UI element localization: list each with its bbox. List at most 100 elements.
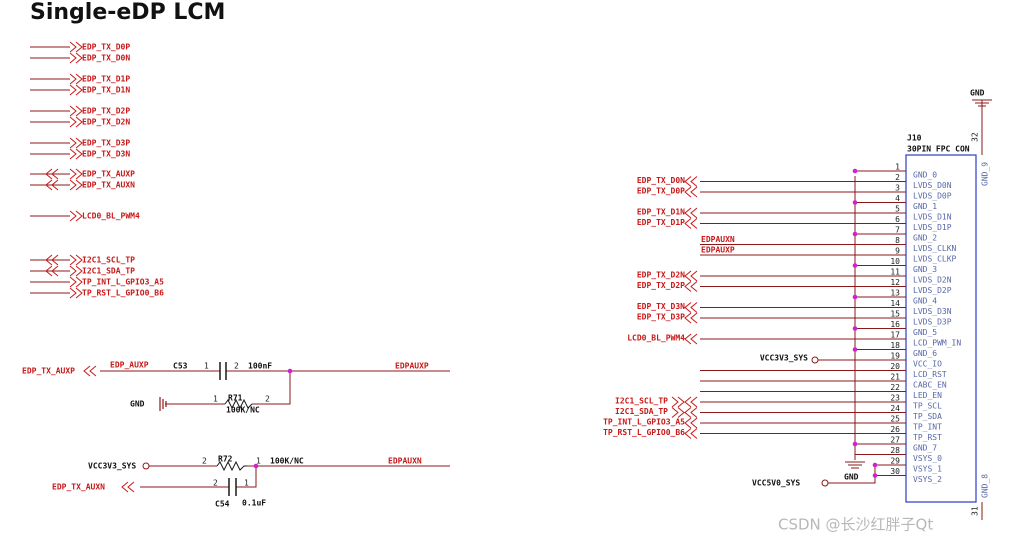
- pin-num: 12: [890, 278, 900, 287]
- pin-name: LVDS_D0P: [913, 192, 952, 201]
- pin-num: 2: [895, 173, 900, 182]
- pin-num: 1: [895, 163, 900, 172]
- capacitor: [228, 478, 237, 496]
- gnd-label: GND: [130, 400, 145, 409]
- net-label: TP_INT_L_GPIO3_A5: [82, 278, 164, 287]
- pin-num: 1: [204, 362, 209, 371]
- net-label: I2C1_SDA_TP: [82, 267, 135, 276]
- auxp-circuit: EDP_TX_AUXP EDP_AUXP C53 1 2 100nF EDPAU…: [22, 361, 450, 415]
- net-label: TP_INT_L_GPIO3_A5: [603, 418, 685, 427]
- pin-name: VCC_IO: [913, 360, 942, 369]
- pin-name: VSYS_1: [913, 465, 942, 474]
- pin-num: 24: [890, 404, 900, 413]
- ref: R71: [228, 394, 243, 403]
- junction: [852, 168, 858, 174]
- wire: [828, 476, 876, 484]
- arrow: [45, 179, 59, 191]
- pin-num: 29: [890, 457, 900, 466]
- pin-num: 20: [890, 362, 900, 371]
- pin-num: 14: [890, 299, 900, 308]
- arrow: [684, 176, 698, 187]
- pin-num: 7: [895, 226, 900, 235]
- pin-num: 22: [890, 383, 900, 392]
- power-port: [142, 462, 150, 470]
- wire: [100, 370, 450, 405]
- arrow: [69, 84, 83, 96]
- net-label: LCD0_BL_PWM4: [627, 334, 685, 343]
- net-label: TP_RST_L_GPIO0_B6: [82, 289, 164, 298]
- power-port: [821, 479, 829, 487]
- pin-name: GND_2: [913, 234, 937, 243]
- power-label: VCC5V0_SYS: [752, 479, 800, 488]
- pin-name: LVDS_D3N: [913, 307, 952, 316]
- pin-num: 25: [890, 415, 900, 424]
- net-label: EDP_TX_D2P: [82, 107, 130, 116]
- pin-num: 16: [890, 320, 900, 329]
- junction: [852, 263, 858, 268]
- pin-num: 2: [202, 457, 207, 466]
- arrow: [69, 276, 83, 288]
- pin-name: LVDS_CLKP: [913, 255, 957, 264]
- arrow: [684, 207, 698, 219]
- arrow: [684, 186, 698, 198]
- pin-name: GND_1: [913, 202, 937, 211]
- pin-num: 5: [895, 205, 900, 214]
- net-label: EDP_TX_D2N: [82, 118, 130, 127]
- value: 100K/NC: [270, 457, 304, 466]
- arrow: [69, 265, 83, 277]
- pin-name: CABC_EN: [913, 381, 947, 390]
- net-label: EDPAUXP: [395, 362, 429, 371]
- ground-symbol: [845, 461, 865, 469]
- net-label: I2C1_SCL_TP: [615, 397, 668, 406]
- ref: J10: [907, 134, 922, 143]
- arrow: [121, 481, 135, 493]
- net-label: EDP_TX_D1N: [82, 86, 130, 95]
- pin-name: GND_8: [981, 474, 990, 498]
- net-label: EDP_TX_AUXP: [82, 170, 135, 179]
- ref: C53: [173, 362, 188, 371]
- arrow: [684, 312, 698, 324]
- pin-num: 13: [890, 289, 900, 298]
- net-label: I2C1_SCL_TP: [82, 256, 135, 265]
- arrow: [69, 168, 83, 180]
- pin-num: 21: [890, 373, 900, 382]
- net-label: EDP_TX_D2N: [637, 271, 685, 280]
- junction: [253, 463, 259, 469]
- net-label: EDP_TX_D3N: [637, 302, 685, 311]
- junction: [852, 347, 858, 352]
- gnd-label: GND: [844, 473, 859, 482]
- pin-name: LVDS_D0N: [913, 181, 952, 190]
- net-label: EDP_TX_D3P: [82, 139, 130, 148]
- ref: R72: [218, 455, 233, 464]
- junction: [872, 473, 878, 478]
- pin-name: LVDS_D1N: [913, 213, 952, 222]
- arrow: [69, 148, 83, 160]
- resistor: [216, 460, 247, 472]
- arrow: [69, 254, 83, 266]
- net-label: EDP_TX_D1P: [82, 75, 130, 84]
- net-label: EDP_TX_D1P: [637, 218, 685, 227]
- pin-num: 6: [895, 215, 900, 224]
- junction: [852, 231, 858, 237]
- net-label: EDPAUXN: [388, 457, 422, 466]
- capacitor: [219, 362, 227, 380]
- pin-name: LVDS_D2P: [913, 286, 952, 295]
- net-label: EDP_TX_D0N: [637, 176, 685, 185]
- value: 100K/NC: [226, 406, 260, 415]
- arrow: [684, 407, 698, 418]
- watermark: CSDN @长沙红胖子Qt: [778, 516, 933, 534]
- arrow: [684, 270, 698, 282]
- net-label: EDP_AUXP: [110, 361, 149, 370]
- value: 0.1uF: [242, 499, 266, 508]
- power-label: VCC3V3_SYS: [760, 354, 808, 363]
- net-label: EDP_TX_AUXN: [82, 181, 135, 190]
- pin-num: 1: [213, 395, 218, 404]
- net-label: I2C1_SDA_TP: [615, 407, 668, 416]
- net-label: LCD0_BL_PWM4: [82, 212, 140, 221]
- title: Single-eDP LCM: [30, 0, 225, 25]
- pin-name: TP_RST: [913, 433, 942, 442]
- pin-num: 32: [971, 132, 980, 142]
- junction: [287, 368, 293, 374]
- auxn-circuit: VCC3V3_SYS 2 R72 1 100K/NC EDPAUXN EDP_T…: [52, 455, 450, 509]
